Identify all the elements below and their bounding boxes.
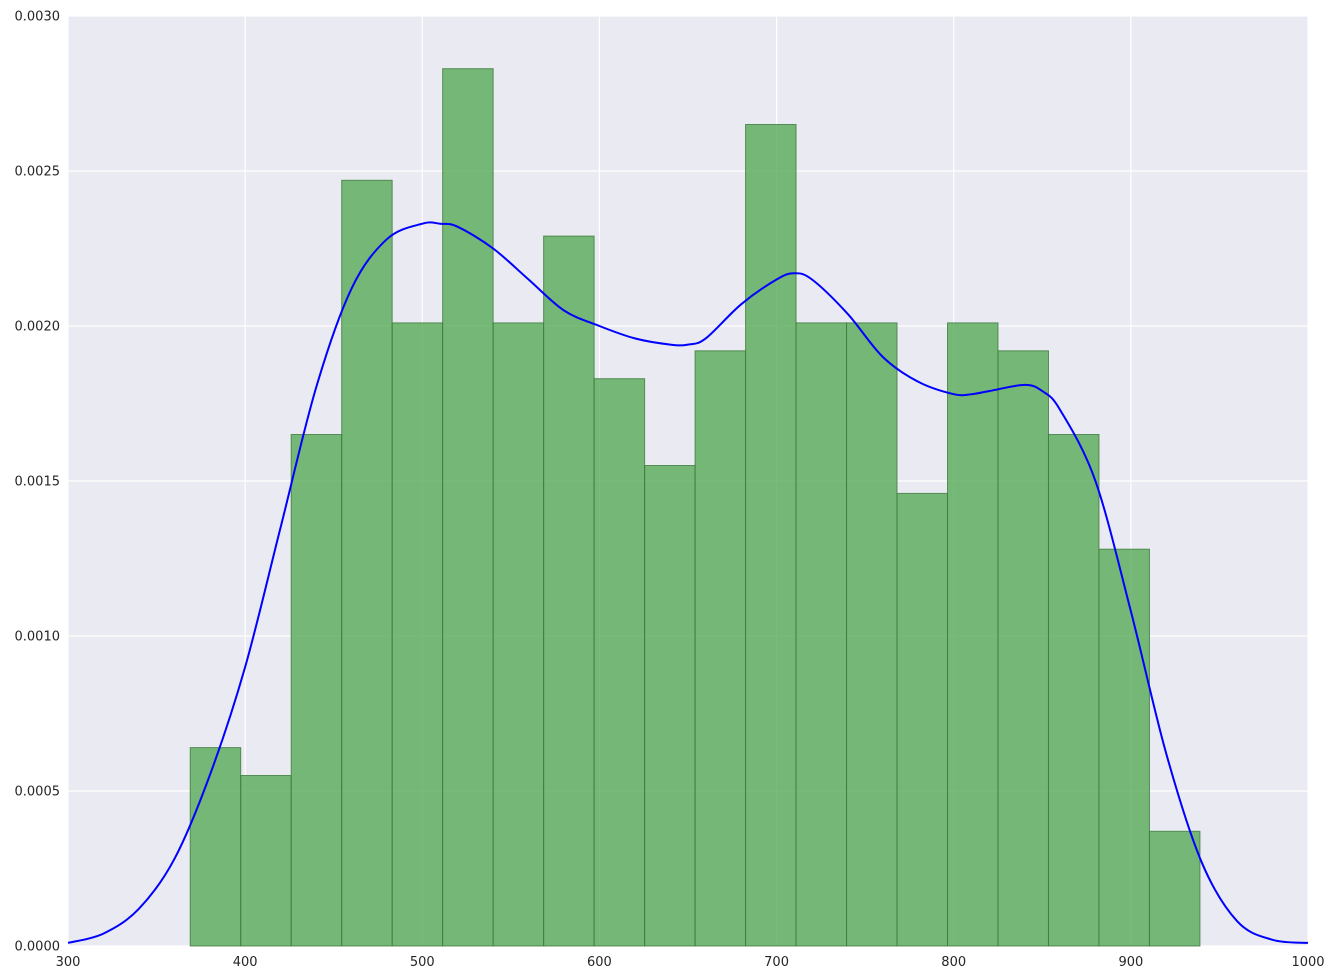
bar-8 (593, 378, 646, 947)
y-tick-label-5: 0.0025 (15, 165, 61, 180)
bar-4 (391, 322, 444, 947)
bar-18 (1098, 548, 1150, 947)
x-axis-ticks: 300 400 500 600 700 800 900 1000 (56, 955, 1325, 970)
bar-19 (1148, 830, 1201, 947)
x-tick-label-6: 900 (1118, 955, 1143, 970)
y-tick-label-0: 0.0000 (15, 940, 61, 955)
bar-9 (644, 465, 696, 947)
bar-7 (543, 235, 595, 947)
y-tick-label-4: 0.0020 (15, 320, 61, 335)
y-tick-label-6: 0.0030 (15, 10, 61, 25)
bar-16 (997, 350, 1049, 947)
y-tick-label-1: 0.0005 (15, 785, 61, 800)
bar-3 (341, 179, 393, 947)
bar-1 (240, 775, 292, 947)
bar-11 (745, 124, 797, 947)
x-tick-label-2: 500 (410, 955, 435, 970)
x-tick-label-3: 600 (587, 955, 612, 970)
kde-curve (67, 221, 1309, 944)
y-axis-ticks: 0.0000 0.0005 0.0010 0.0015 0.0020 0.0025 0.00… (15, 10, 61, 955)
bar-0 (189, 747, 242, 947)
histogram-bars (189, 68, 1201, 947)
bar-10 (694, 350, 747, 947)
bar-13 (846, 322, 898, 947)
bar-14 (896, 492, 949, 947)
x-tick-label-7: 1000 (1291, 955, 1324, 970)
bar-5 (442, 68, 494, 947)
x-tick-label-4: 700 (764, 955, 789, 970)
x-tick-label-1: 400 (233, 955, 258, 970)
bar-2 (290, 434, 343, 947)
bar-12 (795, 322, 848, 947)
x-tick-label-0: 300 (56, 955, 81, 970)
y-tick-label-2: 0.0010 (15, 630, 61, 645)
bar-17 (1047, 434, 1100, 947)
bar-6 (492, 322, 545, 947)
y-tick-label-3: 0.0015 (15, 475, 61, 490)
bar-15 (947, 322, 999, 947)
x-tick-label-5: 800 (941, 955, 966, 970)
